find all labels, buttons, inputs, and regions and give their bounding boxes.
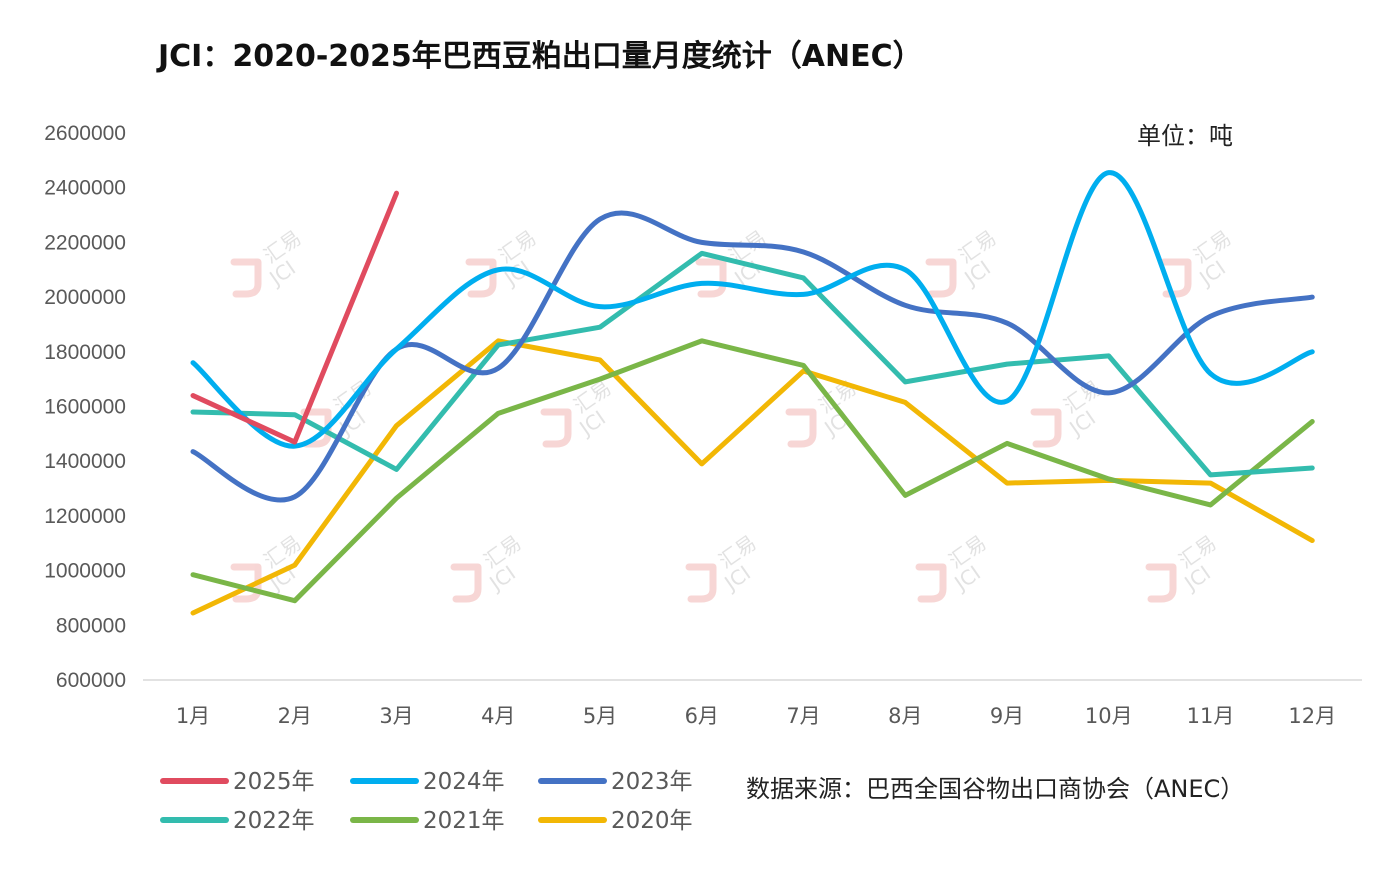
source-label: 数据来源：巴西全国谷物出口商协会（ANEC）: [746, 775, 1244, 803]
legend-item: 2022年: [160, 808, 315, 834]
x-tick-label: 5月: [583, 704, 617, 728]
watermark-logo-icon: [465, 258, 497, 298]
watermark-logo-icon: [230, 258, 262, 298]
legend-label: 2022年: [233, 808, 315, 834]
legend-item: 2024年: [350, 769, 505, 795]
x-tick-label: 2月: [278, 704, 312, 728]
watermark-logo-icon: [925, 258, 957, 298]
legend-item: 2021年: [350, 808, 505, 834]
x-tick-label: 3月: [379, 704, 413, 728]
y-tick-label: 2600000: [44, 122, 126, 145]
y-tick-label: 1000000: [44, 560, 126, 583]
y-tick-label: 1600000: [44, 396, 126, 419]
watermark-logo-icon: [1030, 408, 1062, 448]
watermark-logo-icon: [695, 258, 727, 298]
legend-label: 2025年: [233, 769, 315, 795]
series-layer: [190, 170, 1315, 616]
watermark-logo-icon: [1160, 258, 1192, 298]
legend-item: 2025年: [160, 769, 315, 795]
x-tick-label: 10月: [1085, 704, 1133, 728]
series-line-2022年: [190, 250, 1315, 478]
chart-title: JCI：2020-2025年巴西豆粕出口量月度统计（ANEC）: [156, 39, 923, 74]
legend-item: 2020年: [538, 808, 693, 834]
y-axis: 600000 800000 1000000 1200000 1400000 1600000…: [44, 122, 126, 692]
x-tick-label: 4月: [481, 704, 515, 728]
watermark-logo-icon: [540, 408, 572, 448]
x-tick-label: 1月: [176, 704, 210, 728]
legend-label: 2021年: [423, 808, 505, 834]
x-tick-label: 6月: [685, 704, 719, 728]
y-tick-label: 1200000: [44, 505, 126, 528]
legend-label: 2023年: [611, 769, 693, 795]
x-axis: 1月 2月 3月 4月 5月 6月 7月 8月 9月 10月 11月 12月: [176, 704, 1336, 728]
series-line-2024年: [190, 170, 1315, 449]
watermark-logo-icon: [915, 563, 947, 603]
x-tick-label: 8月: [888, 704, 922, 728]
watermark-logo-icon: [1145, 563, 1177, 603]
x-tick-label: 12月: [1288, 704, 1336, 728]
legend-item: 2023年: [538, 769, 693, 795]
y-tick-label: 1400000: [44, 450, 126, 473]
unit-label: 单位：吨: [1137, 122, 1233, 150]
series-line-2025年: [190, 190, 399, 445]
x-tick-label: 9月: [990, 704, 1024, 728]
y-tick-label: 1800000: [44, 341, 126, 364]
legend-label: 2024年: [423, 769, 505, 795]
watermark-logo-icon: [450, 563, 482, 603]
series-line-2021年: [190, 338, 1315, 604]
y-tick-label: 2000000: [44, 286, 126, 309]
watermark-logo-icon: [685, 563, 717, 603]
watermark-logo-icon: [785, 408, 817, 448]
x-tick-label: 7月: [786, 704, 820, 728]
x-tick-label: 11月: [1187, 704, 1235, 728]
y-tick-label: 600000: [56, 669, 126, 692]
y-tick-label: 2200000: [44, 231, 126, 254]
y-tick-label: 800000: [56, 614, 126, 637]
legend: 2025年 2024年 2023年 2022年 2021年 2020年: [160, 769, 693, 834]
y-tick-label: 2400000: [44, 177, 126, 200]
legend-label: 2020年: [611, 808, 693, 834]
